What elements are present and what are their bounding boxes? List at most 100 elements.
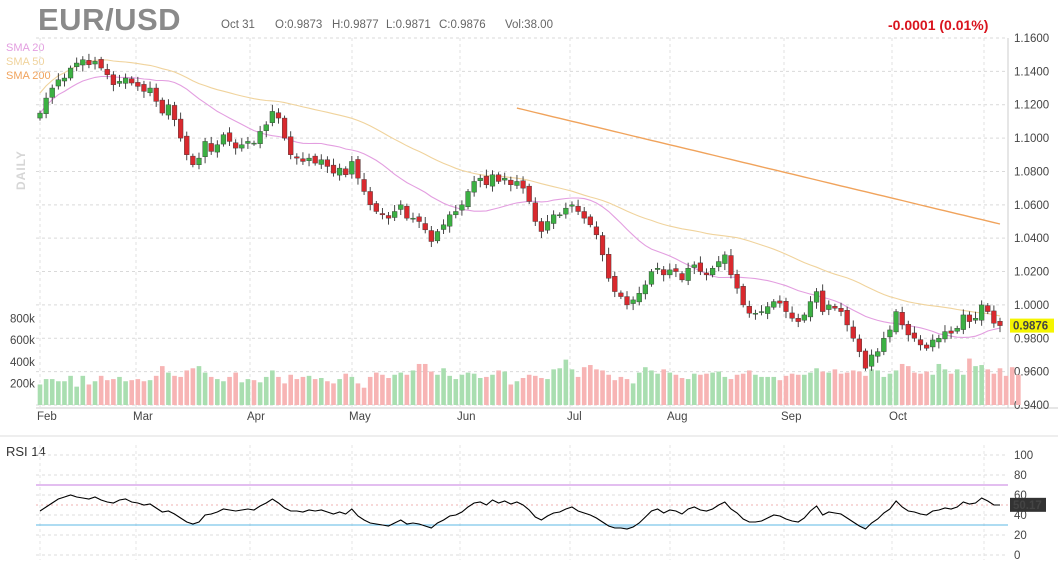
volume-bar	[557, 368, 563, 405]
candle-body	[832, 306, 838, 309]
volume-bar	[245, 379, 251, 405]
volume-bars	[37, 358, 1021, 405]
candle-body	[679, 273, 685, 281]
candle-body	[74, 62, 80, 67]
candle-body	[765, 306, 771, 314]
volume-bar	[820, 371, 825, 405]
candle-body	[722, 254, 728, 264]
volume-bar	[685, 379, 691, 405]
volume-bar	[80, 375, 86, 405]
price-tick-label: 1.0400	[1014, 233, 1049, 245]
volume-bar	[734, 374, 740, 405]
candle-body	[171, 105, 178, 120]
volume-bar	[948, 373, 954, 405]
candle-body	[985, 305, 991, 312]
volume-bar	[600, 370, 605, 405]
volume-bar	[691, 373, 697, 405]
price-tick-label: 1.1600	[1014, 33, 1049, 45]
candle-body	[306, 157, 312, 161]
candle-body	[98, 59, 104, 69]
candle-body	[697, 262, 703, 272]
rsi-tick-label: 0	[1014, 550, 1020, 562]
candle-body	[972, 318, 979, 321]
candle-body	[147, 87, 153, 93]
volume-bar	[166, 372, 171, 405]
rsi-title: RSI 14	[6, 444, 46, 459]
volume-bar	[606, 374, 611, 405]
candle-body	[123, 77, 129, 84]
volume-bar	[227, 376, 232, 405]
volume-bar	[184, 370, 190, 405]
volume-bar	[563, 359, 569, 405]
month-tick-label: Oct	[889, 411, 908, 423]
volume-bar	[129, 380, 135, 405]
candle-body	[80, 59, 86, 66]
candle-body	[777, 300, 783, 304]
volume-bar	[526, 374, 532, 405]
volume-bar	[496, 370, 501, 405]
volume-bar	[918, 373, 923, 405]
sma200-line	[516, 107, 1001, 225]
candle-body	[190, 155, 196, 165]
candle-body	[734, 274, 740, 289]
candle-body	[184, 135, 190, 155]
volume-bar	[887, 373, 893, 405]
volume-bar	[349, 376, 355, 405]
candle-body	[447, 214, 453, 227]
candle-body	[991, 310, 997, 324]
month-tick-label: Apr	[247, 411, 265, 423]
volume-bar	[398, 372, 404, 405]
volume-bar	[294, 379, 300, 405]
volume-bar	[270, 370, 275, 405]
price-tick-label: 0.9400	[1014, 400, 1049, 412]
volume-bar	[832, 369, 838, 405]
candle-body	[141, 84, 147, 92]
volume-bar	[318, 378, 324, 405]
volume-bar	[98, 375, 104, 405]
candle-body	[434, 231, 441, 242]
candle-body	[789, 312, 795, 319]
candle-body	[856, 338, 862, 352]
volume-bar	[594, 369, 599, 405]
candle-body	[532, 202, 538, 222]
candle-body	[520, 180, 526, 189]
candle-body	[905, 324, 911, 336]
volume-bar	[172, 375, 177, 405]
candle-body	[104, 69, 110, 75]
candle-body	[820, 290, 826, 312]
volume-bar	[263, 376, 269, 405]
candle-body	[477, 177, 483, 181]
candle-body	[324, 159, 330, 167]
candle-body	[220, 134, 227, 145]
candle-body	[129, 78, 135, 84]
volume-bar	[814, 368, 819, 405]
price-tick-label: 1.1400	[1014, 66, 1049, 78]
candle-body	[428, 230, 434, 242]
candle-body	[979, 304, 985, 321]
month-tick-label: May	[349, 411, 371, 423]
month-tick-label: Jul	[567, 411, 582, 423]
volume-bar	[86, 384, 92, 405]
volume-bar	[435, 374, 440, 405]
volume-bar	[477, 378, 483, 405]
candle-body	[783, 301, 789, 312]
month-tick-label: Sep	[781, 411, 801, 423]
volume-bar	[471, 373, 477, 405]
volume-bar	[490, 374, 495, 405]
price-tick-label: 1.0000	[1014, 300, 1049, 312]
volume-bar	[704, 373, 709, 405]
candle-body	[269, 111, 275, 123]
volume-bar	[208, 376, 214, 405]
candle-body	[593, 226, 600, 236]
candle-body	[67, 67, 74, 79]
volume-bar	[838, 373, 844, 405]
volume-bar	[746, 370, 752, 405]
month-tick-label: Mar	[133, 411, 153, 423]
month-tick-label: Jun	[457, 411, 476, 423]
volume-bar	[367, 376, 373, 405]
candle-body	[367, 191, 373, 206]
candle-body	[838, 308, 844, 312]
volume-bar	[759, 376, 764, 405]
candle-body	[453, 211, 459, 216]
